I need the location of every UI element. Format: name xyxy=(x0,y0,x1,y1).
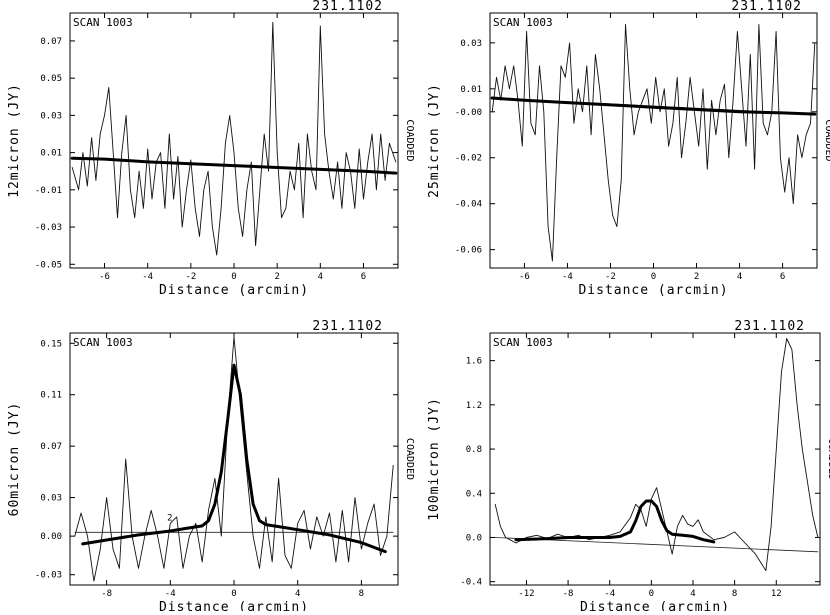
x-tick-label: 6 xyxy=(780,272,785,282)
x-axis-title: Distance (arcmin) xyxy=(159,283,309,298)
y-tick-label: 0.01 xyxy=(460,85,482,95)
series-thin-line xyxy=(71,21,397,256)
series-thick-line xyxy=(70,156,398,175)
y-axis-title: 60micron (JY) xyxy=(7,402,22,517)
scan-label: SCAN 1003 xyxy=(493,336,553,349)
panel-3: -8 -4 0 4 8 -0.03 0.00 0.03 0.07 0.11 0.15 SCAN 100… xyxy=(7,319,415,615)
x-tick-label: -6 xyxy=(99,272,110,282)
y-tick-label: 1.2 xyxy=(466,401,482,411)
y-axis-title: 25micron (JY) xyxy=(427,83,442,198)
y-tick-label: 0.07 xyxy=(40,37,62,47)
scan-label: SCAN 1003 xyxy=(493,16,553,29)
series-thin-line xyxy=(494,338,819,572)
scan-label: SCAN 1003 xyxy=(73,336,133,349)
y-tick-label: -0.01 xyxy=(35,186,62,196)
x-tick-label: -4 xyxy=(165,589,176,599)
series-thick-line xyxy=(81,363,387,554)
x-tick-label: -2 xyxy=(605,272,616,282)
side-label: COADDED xyxy=(404,438,415,480)
x-tick-label: 2 xyxy=(694,272,699,282)
x-tick-label: -2 xyxy=(185,272,196,282)
x-tick-label: 4 xyxy=(295,589,300,599)
x-tick-label: -6 xyxy=(519,272,530,282)
y-tick-label: -0.00 xyxy=(455,108,482,118)
x-tick-label: -4 xyxy=(562,272,573,282)
x-tick-label: 8 xyxy=(359,589,364,599)
x-tick-label: -4 xyxy=(142,272,153,282)
series-group xyxy=(490,24,817,262)
series-thin-line xyxy=(74,336,394,582)
x-tick-label: -4 xyxy=(604,589,615,599)
x-tick-label: 0 xyxy=(649,589,654,599)
y-tick-label: -0.04 xyxy=(455,200,482,210)
y-tick-label: -0.4 xyxy=(460,578,482,588)
y-tick-label: 0.15 xyxy=(40,339,62,349)
plot-frame xyxy=(69,12,399,269)
series-group xyxy=(494,338,819,572)
id-label: 231.1102 xyxy=(312,319,383,334)
y-tick-label: -0.02 xyxy=(455,154,482,164)
x-tick-label: 0 xyxy=(231,589,236,599)
plot-frame xyxy=(489,12,818,269)
y-tick-label: 0.8 xyxy=(466,445,482,455)
panel-2: -6 -4 -2 0 2 4 6 -0.06 -0.04 -0.02 -0.00 0.01 0.03 SC… xyxy=(427,0,830,298)
x-tick-label: 4 xyxy=(690,589,695,599)
annotation-label: 2 xyxy=(167,514,172,524)
y-tick-label: 0.03 xyxy=(40,111,62,121)
y-tick-label: 0.03 xyxy=(460,39,482,49)
x-tick-label: 4 xyxy=(737,272,742,282)
x-tick-label: 0 xyxy=(231,272,236,282)
x-tick-label: 12 xyxy=(771,589,782,599)
x-tick-label: 2 xyxy=(274,272,279,282)
y-tick-label: 0.03 xyxy=(40,494,62,504)
y-tick-label: 0.0 xyxy=(466,533,482,543)
x-tick-label: 6 xyxy=(361,272,366,282)
x-axis-title: Distance (arcmin) xyxy=(159,600,309,611)
x-tick-label: -8 xyxy=(101,589,112,599)
id-label: 231.1102 xyxy=(731,0,802,14)
y-tick-label: -0.03 xyxy=(35,571,62,581)
y-axis-title: 100micron (JY) xyxy=(427,397,442,521)
series-thick-line xyxy=(514,499,716,544)
series-thick-line xyxy=(490,96,817,116)
id-label: 231.1102 xyxy=(312,0,383,14)
y-axis-title: 12micron (JY) xyxy=(7,83,22,198)
id-label: 231.1102 xyxy=(734,319,805,334)
x-tick-label: 4 xyxy=(318,272,323,282)
y-tick-label: 0.05 xyxy=(40,74,62,84)
x-tick-label: 0 xyxy=(651,272,656,282)
y-tick-label: 0.00 xyxy=(40,532,62,542)
series-thin-line xyxy=(491,24,816,262)
x-tick-label: -8 xyxy=(563,589,574,599)
side-label: COADDED xyxy=(823,119,830,161)
panel-4: -12 -8 -4 0 4 8 12 -0.4 0.0 0.4 0.8 1.2 1.6 SCAN 1003… xyxy=(427,319,830,615)
plot-frame xyxy=(489,332,821,586)
y-tick-label: -0.03 xyxy=(35,223,62,233)
y-tick-label: -0.06 xyxy=(455,246,482,256)
series-group xyxy=(70,21,398,256)
x-axis-title: Distance (arcmin) xyxy=(580,600,730,611)
panel-1: -6 -4 -2 0 2 4 6 -0.05 -0.03 -0.01 0.01 0.03 0.05 0.0… xyxy=(7,0,415,298)
y-tick-label: 0.01 xyxy=(40,149,62,159)
y-tick-label: 1.6 xyxy=(466,357,482,367)
y-tick-label: 0.07 xyxy=(40,442,62,452)
x-tick-label: -12 xyxy=(518,589,534,599)
x-tick-label: 8 xyxy=(732,589,737,599)
y-tick-label: 0.4 xyxy=(466,489,482,499)
side-label: COADDED xyxy=(826,438,830,480)
side-label: COADDED xyxy=(404,119,415,161)
y-tick-label: 0.11 xyxy=(40,391,62,401)
x-axis-title: Distance (arcmin) xyxy=(578,283,728,298)
series-group xyxy=(74,336,394,582)
scan-label: SCAN 1003 xyxy=(73,16,133,29)
y-tick-label: -0.05 xyxy=(35,260,62,270)
